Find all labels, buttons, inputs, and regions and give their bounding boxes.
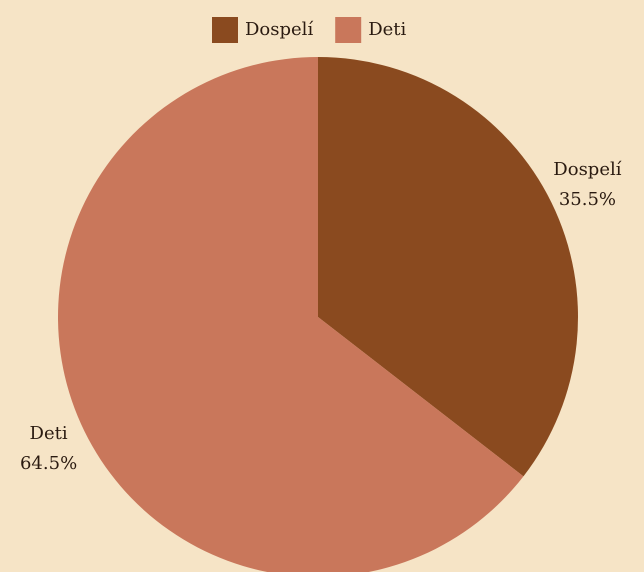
slice-label: Dospelí [553, 159, 621, 180]
slice-value-label: 35.5% [559, 189, 616, 210]
slice-value-label: 64.5% [20, 453, 77, 474]
pie-slice [58, 57, 524, 572]
legend-label: Dospelí [245, 19, 313, 40]
legend-label: Deti [368, 19, 406, 40]
pie-slice [318, 57, 579, 477]
legend-swatch [212, 17, 238, 43]
legend-swatch [335, 17, 362, 43]
slice-label: Deti [30, 423, 68, 444]
